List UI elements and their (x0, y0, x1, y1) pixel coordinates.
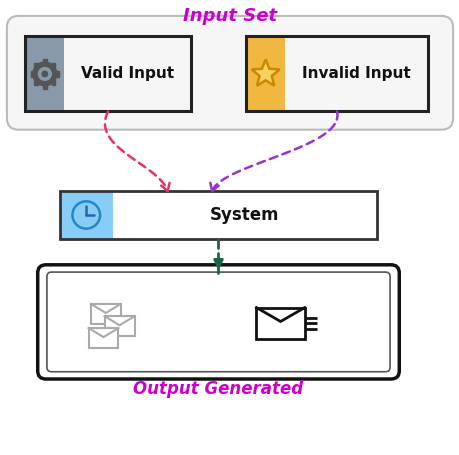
Text: Input Set: Input Set (183, 7, 276, 25)
Bar (52, 62, 56, 68)
Polygon shape (251, 59, 279, 86)
Circle shape (33, 62, 57, 86)
Bar (30, 71, 34, 77)
Circle shape (42, 71, 48, 77)
FancyBboxPatch shape (89, 328, 118, 348)
Bar (43, 84, 47, 89)
Bar (56, 71, 59, 77)
FancyBboxPatch shape (60, 191, 112, 239)
Bar (34, 62, 38, 68)
FancyBboxPatch shape (7, 16, 452, 130)
Text: Valid Input: Valid Input (81, 66, 174, 81)
Bar (52, 80, 56, 86)
Bar (43, 59, 47, 64)
FancyBboxPatch shape (256, 308, 304, 339)
Text: System: System (210, 206, 279, 224)
FancyBboxPatch shape (38, 265, 398, 379)
FancyBboxPatch shape (25, 36, 64, 111)
FancyBboxPatch shape (91, 304, 120, 324)
FancyBboxPatch shape (246, 36, 285, 111)
Bar (34, 80, 38, 86)
Circle shape (73, 201, 100, 229)
Circle shape (39, 67, 51, 80)
Text: Output Generated: Output Generated (133, 380, 303, 398)
Text: Invalid Input: Invalid Input (302, 66, 410, 81)
FancyBboxPatch shape (105, 316, 134, 336)
